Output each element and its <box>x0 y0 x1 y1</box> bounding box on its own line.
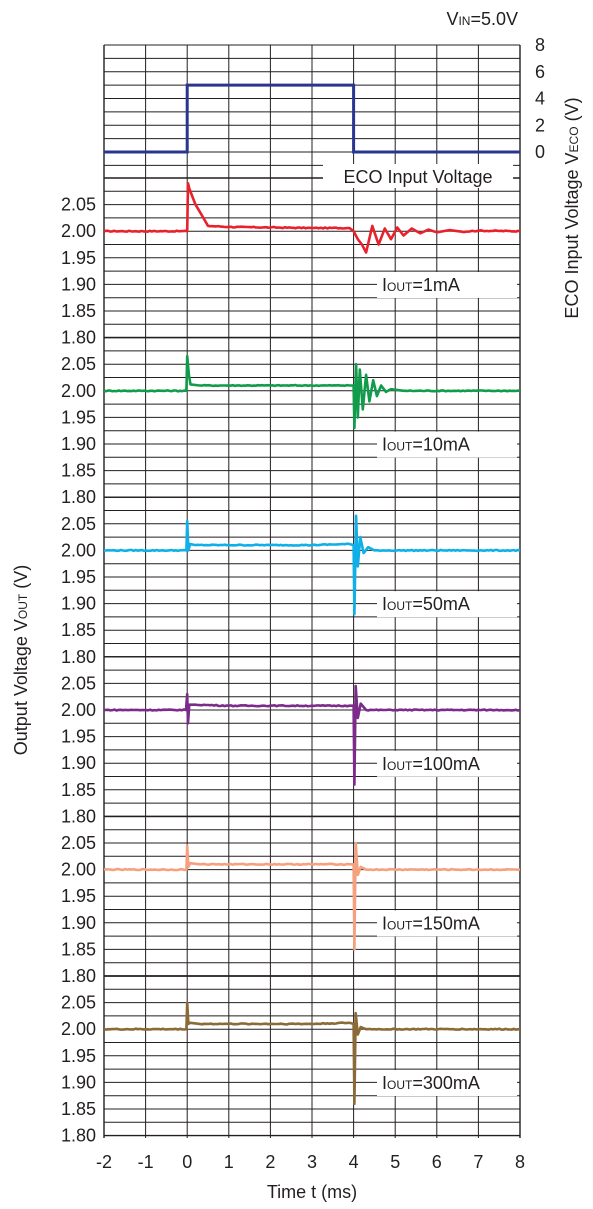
vout-y-tick-label: 1.80 <box>61 806 96 826</box>
vout-y-tick-label: 1.85 <box>61 939 96 959</box>
vout-y-tick-label: 2.00 <box>61 540 96 560</box>
series-label-150mA: IOUT=150mA <box>382 913 480 933</box>
vout-trace-150mA <box>103 841 521 951</box>
vout-y-tick-label: 1.95 <box>61 407 96 427</box>
x-tick-label: 6 <box>432 1152 442 1172</box>
series-label-background <box>377 272 517 298</box>
condition-label: VIN=5.0V <box>446 9 518 29</box>
series-label-background <box>377 591 517 618</box>
vout-y-tick-label: 1.90 <box>61 594 96 614</box>
x-tick-label: 3 <box>307 1152 317 1172</box>
vout-y-tick-label: 1.80 <box>61 1126 96 1146</box>
vout-trace-1mA <box>103 182 521 254</box>
vout-trace-50mA <box>103 514 521 616</box>
vout-y-tick-label: 1.90 <box>61 274 96 294</box>
vout-y-tick-label: 1.95 <box>61 248 96 268</box>
series-label-background <box>377 431 517 458</box>
vout-y-tick-label: 1.80 <box>61 487 96 507</box>
vout-y-tick-label: 1.95 <box>61 567 96 587</box>
traces <box>103 83 521 1105</box>
vout-y-tick-label: 1.95 <box>61 727 96 747</box>
vout-y-tick-label: 1.80 <box>61 328 96 348</box>
x-tick-label: 8 <box>515 1152 525 1172</box>
x-axis-title: Time t (ms) <box>267 1182 357 1202</box>
x-tick-label: -1 <box>138 1152 154 1172</box>
vout-y-tick-label: 2.00 <box>61 700 96 720</box>
vout-y-tick-label: 1.85 <box>61 620 96 640</box>
vout-y-tick-label: 2.05 <box>61 673 96 693</box>
x-tick-label: -2 <box>96 1152 112 1172</box>
vout-y-tick-label: 1.85 <box>61 1099 96 1119</box>
vout-trace-300mA <box>103 1001 521 1105</box>
right-y-axis-title: ECO Input Voltage VECO (V) <box>562 97 582 318</box>
vout-y-tick-label: 1.90 <box>61 434 96 454</box>
left-y-axis-title: Output Voltage VOUT (V) <box>11 565 31 755</box>
vout-y-tick-label: 2.05 <box>61 993 96 1013</box>
vout-y-tick-label: 1.80 <box>61 966 96 986</box>
vout-y-tick-label: 2.00 <box>61 221 96 241</box>
eco-y-tick-label: 2 <box>535 115 545 135</box>
vout-y-tick-label: 2.05 <box>61 833 96 853</box>
eco-label-background <box>323 164 513 188</box>
vout-y-tick-label: 1.95 <box>61 1046 96 1066</box>
vout-trace-10mA <box>103 354 521 430</box>
vout-y-tick-label: 1.85 <box>61 461 96 481</box>
eco-y-tick-label: 4 <box>535 89 545 109</box>
vout-y-tick-label: 1.90 <box>61 753 96 773</box>
vout-y-tick-label: 1.90 <box>61 913 96 933</box>
eco-y-tick-label: 6 <box>535 62 545 82</box>
series-label-100mA: IOUT=100mA <box>382 754 480 774</box>
eco-panel-label: ECO Input Voltage <box>343 167 492 187</box>
x-tick-label: 4 <box>349 1152 359 1172</box>
x-tick-label: 2 <box>265 1152 275 1172</box>
series-label-1mA: IOUT=1mA <box>382 275 460 295</box>
eco-y-tick-label: 0 <box>535 142 545 162</box>
panel-labels: ECO Input Voltage IOUT=1mA IOUT=10mA IOUT=5… <box>323 164 517 1096</box>
vout-y-tick-label: 2.00 <box>61 860 96 880</box>
x-tick-label: 7 <box>473 1152 483 1172</box>
vout-y-tick-label: 1.85 <box>61 301 96 321</box>
vout-y-tick-label: 2.05 <box>61 514 96 534</box>
series-label-10mA: IOUT=10mA <box>382 435 470 455</box>
x-tick-label: 5 <box>390 1152 400 1172</box>
series-label-300mA: IOUT=300mA <box>382 1073 480 1093</box>
series-label-background <box>377 750 517 777</box>
eco-y-tick-label: 8 <box>535 35 545 55</box>
vout-y-tick-label: 1.80 <box>61 647 96 667</box>
vout-y-tick-label: 1.95 <box>61 886 96 906</box>
vout-y-tick-label: 1.90 <box>61 1072 96 1092</box>
vout-trace-100mA <box>103 684 521 786</box>
axis-ticks: -2 -1 0 1 2 3 4 5 6 7 8 0 2 4 6 8 1.80 1.85 1.90 1.95 2.00 2.… <box>61 35 545 1172</box>
vout-y-tick-label: 1.85 <box>61 780 96 800</box>
eco-input-voltage-trace <box>104 83 520 154</box>
vout-y-tick-label: 2.00 <box>61 1019 96 1039</box>
vout-y-tick-label: 2.00 <box>61 381 96 401</box>
x-tick-label: 0 <box>182 1152 192 1172</box>
series-label-background <box>377 910 517 937</box>
vout-y-tick-label: 2.05 <box>61 195 96 215</box>
series-label-50mA: IOUT=50mA <box>382 594 470 614</box>
x-tick-label: 1 <box>224 1152 234 1172</box>
series-label-background <box>377 1070 517 1096</box>
vout-y-tick-label: 2.05 <box>61 354 96 374</box>
